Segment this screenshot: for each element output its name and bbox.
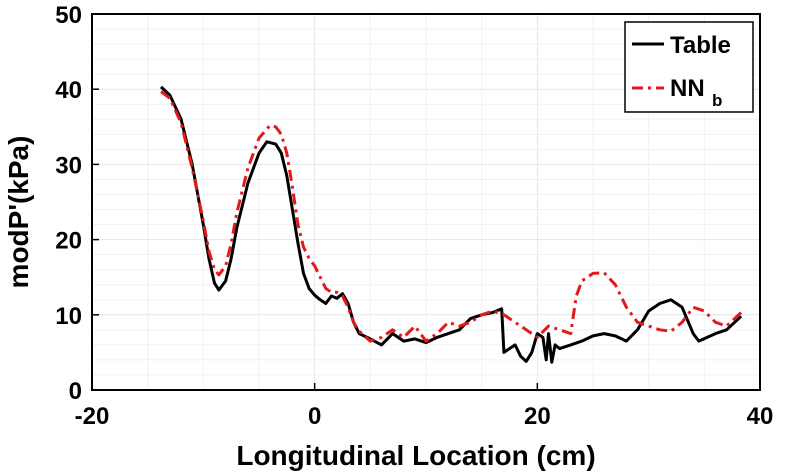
series-line-nnb [160, 90, 743, 343]
x-axis-title: Longitudinal Location (cm) [236, 440, 595, 471]
x-tick-label: 40 [747, 403, 774, 430]
tick-marks [91, 13, 761, 391]
legend-label-nnb: NN [670, 75, 705, 102]
y-tick-label: 20 [55, 228, 82, 255]
grid-lines [92, 14, 760, 390]
y-tick-label: 0 [69, 378, 82, 405]
legend-box [624, 21, 754, 113]
legend-label-nnb-subscript: b [712, 91, 722, 110]
legend-label-table: Table [670, 32, 731, 59]
y-tick-label: 10 [55, 303, 82, 330]
series-line-table [159, 85, 743, 364]
y-tick-label: 40 [55, 77, 82, 104]
plot-area-frame [91, 13, 761, 391]
x-tick-label: -20 [75, 403, 110, 430]
y-tick-label: 30 [55, 152, 82, 179]
legend: Table NN b [624, 21, 754, 113]
x-tick-label: 0 [308, 403, 321, 430]
y-axis-title: modP'(kPa) [3, 136, 34, 289]
y-tick-label: 50 [55, 2, 82, 29]
x-tick-label: 20 [524, 403, 551, 430]
series-lines [159, 85, 743, 364]
